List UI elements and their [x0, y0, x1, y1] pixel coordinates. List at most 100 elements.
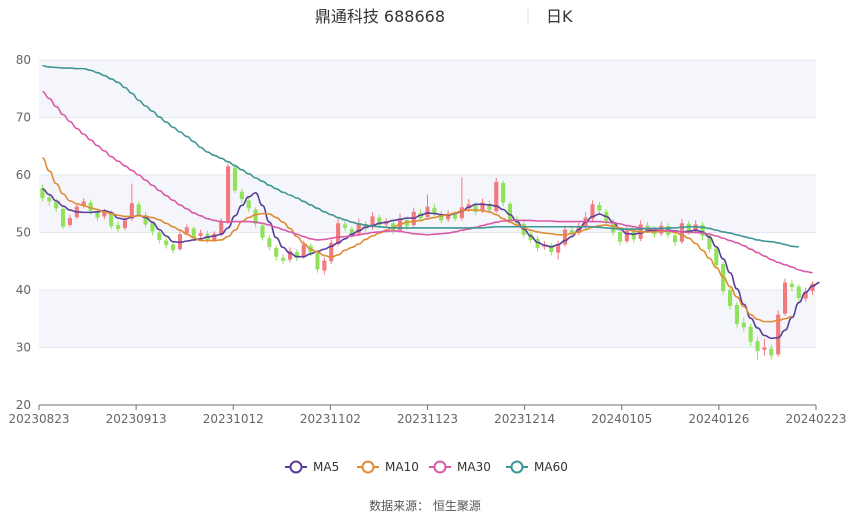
- moving-average-series: [42, 64, 820, 340]
- candle-body: [363, 224, 368, 229]
- candle-body: [528, 233, 533, 240]
- y-tick-label: 40: [16, 283, 31, 297]
- candle-body: [239, 191, 244, 200]
- plot-band: [39, 290, 816, 348]
- candle-body: [116, 225, 121, 230]
- candle-body: [466, 204, 471, 209]
- candle-body: [569, 230, 574, 234]
- candle-body: [425, 206, 430, 217]
- candle-body: [329, 242, 334, 262]
- candle-body: [686, 223, 691, 232]
- candle-body: [672, 235, 678, 243]
- candle-body: [294, 252, 299, 258]
- candle-body: [212, 233, 217, 240]
- ma-line-ma60: [42, 64, 799, 248]
- candle-body: [562, 229, 568, 245]
- candle-body: [253, 209, 258, 224]
- legend-label: MA60: [534, 460, 568, 474]
- candle-body: [95, 211, 100, 218]
- candle-body: [164, 240, 169, 246]
- y-tick-label: 50: [16, 226, 31, 240]
- x-tick-label: 20240223: [785, 412, 846, 426]
- candle-body: [287, 250, 293, 260]
- y-tick-label: 70: [16, 111, 31, 125]
- candle-body: [246, 200, 251, 209]
- candle-body: [191, 228, 196, 238]
- y-tick-label: 30: [16, 341, 31, 355]
- chart-title: 鼎通科技 688668: [315, 7, 445, 26]
- x-tick-label: 20230823: [8, 412, 69, 426]
- candle-body: [143, 215, 148, 225]
- candle-body: [452, 214, 458, 219]
- candle-body: [549, 245, 554, 253]
- candle-body: [535, 238, 540, 249]
- candle-body: [267, 238, 272, 247]
- candle-body: [198, 233, 203, 236]
- legend-marker: [433, 460, 447, 474]
- candle-body: [102, 211, 107, 217]
- candle-body: [789, 283, 794, 288]
- candle-body: [501, 183, 506, 203]
- candle-body: [122, 220, 128, 228]
- candle-body: [487, 203, 492, 211]
- candle-body: [274, 248, 279, 257]
- candle-body: [459, 207, 464, 219]
- candle-body: [776, 314, 781, 355]
- legend-marker: [289, 460, 303, 474]
- x-tick-label: 20231102: [300, 412, 361, 426]
- candle-body: [714, 248, 719, 266]
- candle-body: [219, 221, 224, 235]
- x-tick-label: 20240105: [591, 412, 652, 426]
- candle-body: [232, 167, 238, 191]
- candle-body: [384, 222, 389, 225]
- candle-body: [631, 231, 636, 240]
- candle-body: [184, 227, 189, 234]
- candle-body: [342, 224, 348, 228]
- candle-body: [611, 222, 616, 233]
- candle-body: [157, 232, 162, 240]
- legend-item-ma60: MA60: [506, 460, 568, 474]
- x-tick-label: 20231123: [397, 412, 458, 426]
- candle-body: [796, 286, 801, 299]
- candle-body: [260, 225, 265, 238]
- legend-item-ma10: MA10: [357, 460, 419, 474]
- candle-body: [734, 304, 739, 324]
- candle-body: [171, 244, 176, 251]
- legend-label: MA30: [457, 460, 491, 474]
- plot-band: [39, 60, 816, 118]
- candle-body: [624, 230, 629, 242]
- candle-body: [782, 282, 788, 314]
- candle-body: [67, 218, 73, 226]
- candle-body: [439, 214, 444, 221]
- data-source: 数据来源： 恒生聚源: [369, 498, 481, 513]
- legend-label: MA10: [385, 460, 419, 474]
- y-tick-label: 80: [16, 53, 31, 67]
- candle-body: [590, 204, 595, 219]
- legend-marker: [510, 460, 524, 474]
- candle-body: [446, 213, 451, 220]
- candle-body: [54, 202, 59, 209]
- candle-body: [109, 212, 114, 227]
- candle-body: [693, 224, 698, 232]
- candle-body: [61, 208, 66, 227]
- x-axis: 20230823 20230913 20231012 20231102 20231123…: [8, 404, 847, 426]
- candle-body: [47, 197, 52, 202]
- candle-body: [748, 326, 753, 342]
- legend-item-ma30: MA30: [429, 460, 491, 474]
- candle-body: [315, 253, 320, 270]
- x-tick-label: 20231214: [494, 412, 555, 426]
- candle-body: [803, 291, 808, 299]
- candle-body: [755, 341, 760, 351]
- candle-body: [810, 283, 815, 292]
- candle-body: [700, 225, 705, 236]
- candle-body: [769, 348, 774, 356]
- candle-body: [404, 219, 409, 227]
- legend-marker: [361, 460, 375, 474]
- candle-body: [40, 188, 45, 198]
- y-tick-label: 60: [16, 168, 31, 182]
- candle-body: [480, 202, 485, 211]
- candle-body: [556, 244, 561, 253]
- candle-body: [741, 322, 746, 328]
- candle-body: [370, 216, 375, 228]
